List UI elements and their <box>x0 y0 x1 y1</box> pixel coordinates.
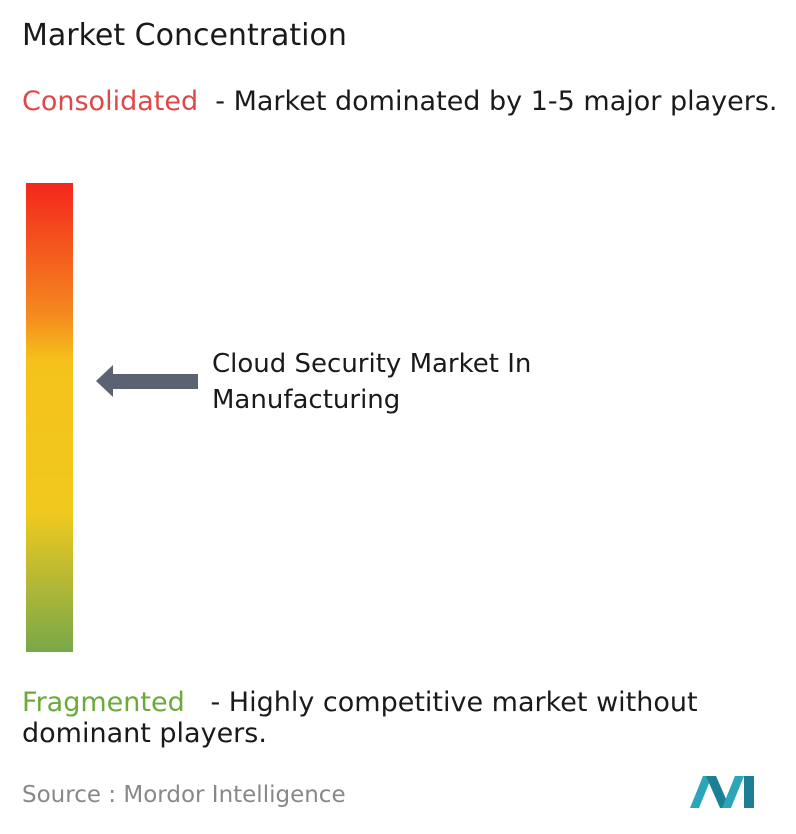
title: Market Concentration <box>22 18 347 53</box>
fragmented-label: Fragmented <box>22 687 185 718</box>
source-name: Mordor Intelligence <box>123 782 346 808</box>
consolidated-description: - Market dominated by 1-5 major players. <box>215 86 778 117</box>
concentration-bar <box>26 183 73 652</box>
consolidated-legend: Consolidated - Market dominated by 1-5 m… <box>22 86 787 117</box>
source: Source : Mordor Intelligence <box>22 782 346 808</box>
fragmented-legend: Fragmented - Highly competitive market w… <box>22 687 787 749</box>
fragmented-description: - Highly competitive market without domi… <box>22 687 698 749</box>
source-label: Source : <box>22 782 117 808</box>
arrow <box>96 365 198 397</box>
logo <box>690 776 754 808</box>
marker-label: Cloud Security Market In Manufacturing <box>212 349 532 415</box>
consolidated-label: Consolidated <box>22 86 199 117</box>
